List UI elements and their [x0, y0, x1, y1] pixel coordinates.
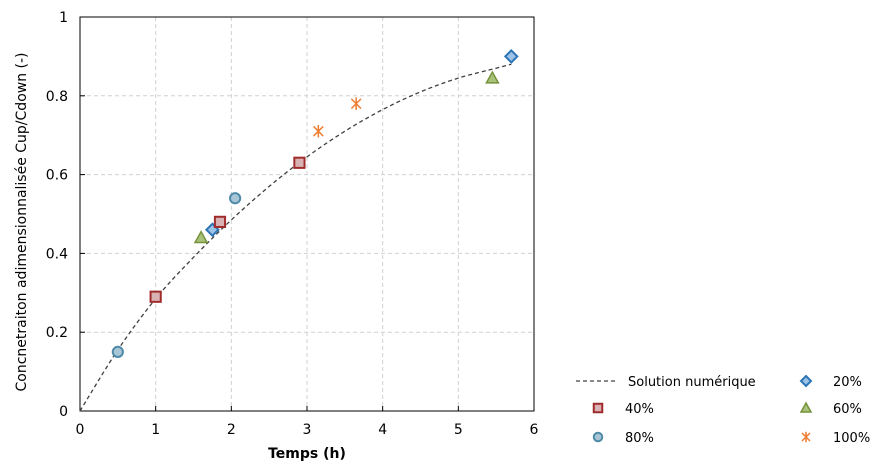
legend-label: 80%	[625, 431, 654, 446]
x-axis-title: Temps (h)	[268, 446, 346, 462]
x-tick-label: 0	[76, 422, 85, 438]
data-point-40pct	[149, 290, 162, 303]
y-tick-label: 0	[59, 404, 68, 420]
y-tick-label: 0.4	[46, 246, 68, 262]
legend-label: 60%	[833, 402, 862, 417]
y-axis-title: Concnetraiton adimensionnalisée Cup/Cdow…	[14, 52, 30, 391]
legend-label: 40%	[625, 402, 654, 417]
legend-label: 100%	[833, 431, 870, 446]
x-tick-label: 4	[378, 422, 387, 438]
y-tick-label: 0.8	[46, 89, 68, 105]
numerical-solution-curve	[79, 63, 512, 412]
x-tick-label: 3	[303, 422, 312, 438]
legend: Solution numérique 20% 40% 60% 80% 100%	[576, 374, 870, 446]
x-tick-label: 2	[227, 422, 236, 438]
y-tick-label: 0.2	[46, 325, 68, 341]
x-tick-label: 5	[454, 422, 463, 438]
legend-marker-80pct	[592, 431, 604, 443]
data-point-60pct	[485, 70, 500, 84]
legend-label: Solution numérique	[628, 375, 756, 390]
data-point-60pct	[193, 230, 209, 244]
y-tick-label: 1	[59, 10, 68, 26]
data-point-40pct	[293, 156, 306, 169]
legend-marker-60pct	[799, 401, 813, 413]
axis-ticks: 0 1 2 3 4 5 6 0 0.2 0.4 0.6 0.8 1	[46, 10, 539, 438]
x-tick-label: 6	[530, 422, 539, 438]
data-point-80pct	[229, 192, 242, 205]
data-point-100pct	[313, 124, 324, 138]
legend-marker-20pct	[799, 374, 813, 388]
data-point-40pct	[213, 215, 227, 228]
data-point-100pct	[350, 97, 362, 110]
y-tick-label: 0.6	[46, 168, 68, 184]
legend-marker-100pct	[801, 431, 811, 443]
data-point-20pct	[503, 48, 519, 64]
data-point-80pct	[111, 345, 124, 358]
x-tick-label: 1	[151, 422, 160, 438]
legend-label: 20%	[833, 375, 862, 390]
legend-marker-40pct	[592, 402, 604, 414]
grid	[80, 17, 534, 411]
data-points	[111, 48, 519, 358]
